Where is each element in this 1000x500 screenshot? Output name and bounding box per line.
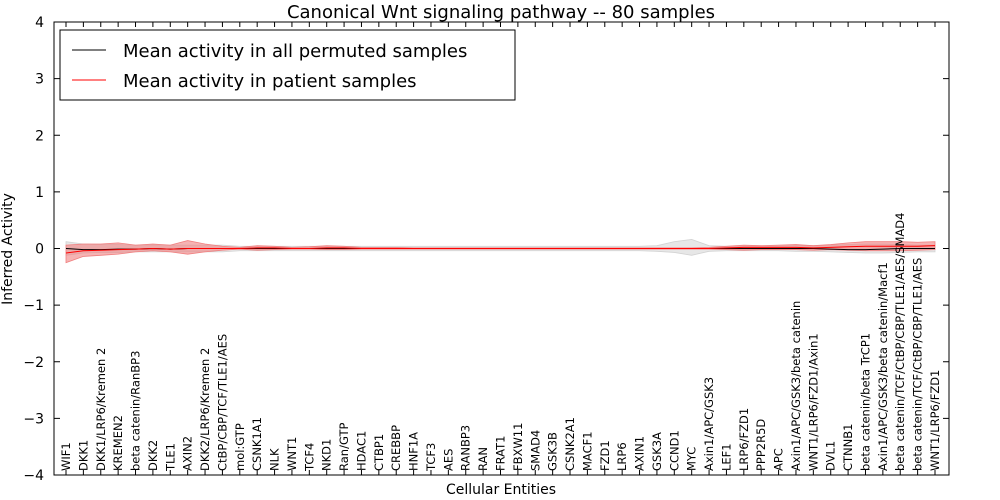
xtick-label: MACF1 — [580, 431, 594, 471]
xtick-label: SMAD4 — [528, 430, 542, 471]
xtick-label: WNT1/LRP6/FZD1/Axin1 — [806, 333, 820, 471]
xtick-label: FZD1 — [598, 440, 612, 471]
confidence-bands — [65, 239, 936, 264]
xtick-label: Axin1/APC/GSK3/beta catenin/Macf1 — [876, 262, 890, 471]
xtick-label: beta catenin/beta TrCP1 — [858, 333, 872, 471]
xtick-label: FBXW11 — [511, 423, 525, 471]
legend-label-permuted: Mean activity in all permuted samples — [123, 41, 467, 62]
band-series-0 — [65, 239, 936, 256]
xtick-label: Axin1/APC/GSK3 — [702, 377, 716, 471]
ytick-label: 3 — [35, 72, 44, 88]
ytick-label: 2 — [35, 128, 44, 144]
y-axis: 4 3 2 1 0 −1 −2 −3 −4 — [23, 15, 949, 484]
xtick-label: LRP6/FZD1 — [737, 408, 751, 471]
xtick-label: AXIN2 — [181, 436, 195, 471]
series-lines — [65, 245, 936, 254]
xtick-label: CTNNB1 — [841, 424, 855, 471]
xtick-label: AXIN1 — [633, 436, 647, 471]
xtick-label: GSK3B — [546, 432, 560, 471]
xtick-label: DVL1 — [824, 441, 838, 471]
xtick-label: PPP2R5D — [754, 419, 768, 471]
xtick-label: CREBBP — [389, 425, 403, 471]
xtick-label: LEF1 — [719, 443, 733, 471]
band-series-1 — [65, 240, 936, 264]
xtick-label: KREMEN2 — [111, 415, 125, 471]
xtick-label: TCF4 — [302, 443, 316, 472]
ytick-label: −1 — [23, 298, 44, 314]
ytick-label: 1 — [35, 185, 44, 201]
line-series-1 — [65, 245, 936, 254]
xtick-label: CSNK1A1 — [250, 417, 264, 471]
xtick-label: DKK2/LRP6/Kremen 2 — [198, 348, 212, 471]
x-axis: WIF1 DKK1 DKK1/LRP6/Kremen 2 KREMEN2 beta ca… — [59, 22, 942, 475]
xtick-label: NKD1 — [320, 439, 334, 471]
xtick-label: GSK3A — [650, 432, 664, 471]
legend: Mean activity in all permuted samples Me… — [59, 29, 516, 101]
xtick-label: beta catenin/TCF/CtBP/CBP/TLE1/AES — [911, 258, 925, 471]
xtick-label: FRAT1 — [494, 436, 508, 471]
xtick-label: TLE1 — [163, 443, 177, 472]
xtick-label: APC — [772, 448, 786, 471]
xtick-label: RANBP3 — [459, 425, 473, 471]
ytick-label: −4 — [23, 468, 44, 484]
xtick-label: LRP6 — [615, 442, 629, 471]
xtick-label: NLK — [268, 448, 282, 471]
xtick-label: CCND1 — [667, 430, 681, 471]
xtick-label: TCF3 — [424, 443, 438, 472]
xtick-label: WIF1 — [59, 442, 73, 471]
x-axis-label: Cellular Entities — [446, 482, 556, 498]
y-axis-label: Inferred Activity — [0, 193, 16, 305]
xtick-label: beta catenin/TCF/CtBP/CBP/TLE1/AES/SMAD4 — [893, 213, 907, 471]
xtick-label: HDAC1 — [354, 431, 368, 471]
xtick-label: WNT1/LRP6/FZD1 — [928, 370, 942, 471]
xtick-label: Ran/GTP — [337, 423, 351, 471]
chart-title: Canonical Wnt signaling pathway -- 80 sa… — [287, 2, 715, 23]
xtick-label: Axin1/APC/GSK3/beta catenin — [789, 301, 803, 471]
xtick-label: DKK1/LRP6/Kremen 2 — [94, 348, 108, 471]
xtick-label: DKK2 — [146, 440, 160, 471]
xtick-label: WNT1 — [285, 437, 299, 471]
xtick-label: MYC — [685, 447, 699, 471]
xtick-label: RAN — [476, 447, 490, 471]
xtick-label: beta catenin/RanBP3 — [129, 351, 143, 471]
xtick-label: CSNK2A1 — [563, 417, 577, 471]
legend-label-patient: Mean activity in patient samples — [123, 71, 417, 92]
xtick-label: DKK1 — [76, 440, 90, 471]
ytick-label: −2 — [23, 355, 44, 371]
ytick-label: −3 — [23, 411, 44, 427]
xtick-label: AES — [441, 449, 455, 471]
ytick-label: 4 — [35, 15, 44, 31]
xtick-label: CTBP1 — [372, 434, 386, 471]
ytick-label: 0 — [35, 242, 44, 258]
xtick-label: HNF1A — [407, 432, 421, 471]
xtick-label: mol:GTP — [233, 423, 247, 471]
legend-box — [59, 29, 516, 101]
xtick-label: CtBP/CBP/TCF/TLE1/AES — [215, 334, 229, 471]
